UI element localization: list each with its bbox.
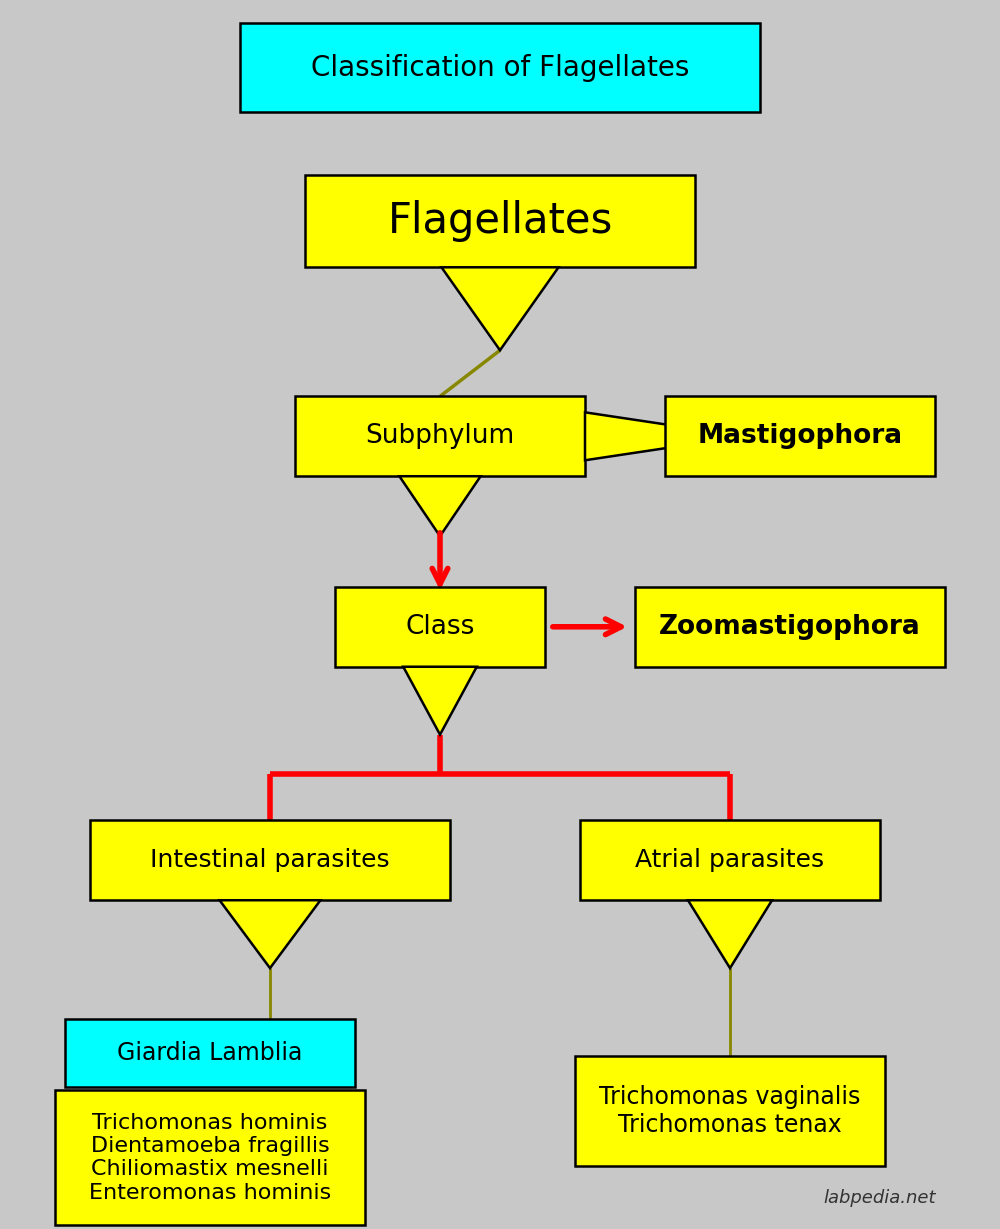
FancyBboxPatch shape: [305, 176, 695, 268]
FancyBboxPatch shape: [55, 1090, 365, 1225]
Text: Giardia Lamblia: Giardia Lamblia: [117, 1041, 303, 1066]
Polygon shape: [585, 413, 744, 461]
Polygon shape: [442, 268, 558, 350]
Text: Classification of Flagellates: Classification of Flagellates: [311, 54, 689, 81]
FancyBboxPatch shape: [665, 396, 935, 476]
FancyBboxPatch shape: [335, 587, 545, 666]
Polygon shape: [220, 900, 320, 968]
FancyBboxPatch shape: [635, 587, 945, 666]
FancyBboxPatch shape: [295, 396, 585, 476]
FancyBboxPatch shape: [575, 1056, 885, 1166]
Text: Mastigophora: Mastigophora: [697, 423, 903, 450]
Text: Atrial parasites: Atrial parasites: [635, 848, 825, 873]
FancyBboxPatch shape: [580, 821, 880, 900]
Text: Flagellates: Flagellates: [387, 200, 613, 242]
FancyBboxPatch shape: [90, 821, 450, 900]
Polygon shape: [399, 476, 481, 536]
FancyBboxPatch shape: [65, 1020, 355, 1088]
Text: Zoomastigophora: Zoomastigophora: [659, 613, 921, 640]
Text: Class: Class: [405, 613, 475, 640]
FancyBboxPatch shape: [240, 23, 760, 112]
Text: labpedia.net: labpedia.net: [824, 1188, 936, 1207]
Polygon shape: [688, 900, 772, 968]
Text: Trichomonas hominis
Dientamoeba fragillis
Chiliomastix mesnelli
Enteromonas homi: Trichomonas hominis Dientamoeba fragilli…: [89, 1113, 331, 1202]
Text: Subphylum: Subphylum: [365, 423, 515, 450]
Text: Trichomonas vaginalis
Trichomonas tenax: Trichomonas vaginalis Trichomonas tenax: [599, 1085, 861, 1137]
Text: Intestinal parasites: Intestinal parasites: [150, 848, 390, 873]
Polygon shape: [403, 666, 477, 735]
